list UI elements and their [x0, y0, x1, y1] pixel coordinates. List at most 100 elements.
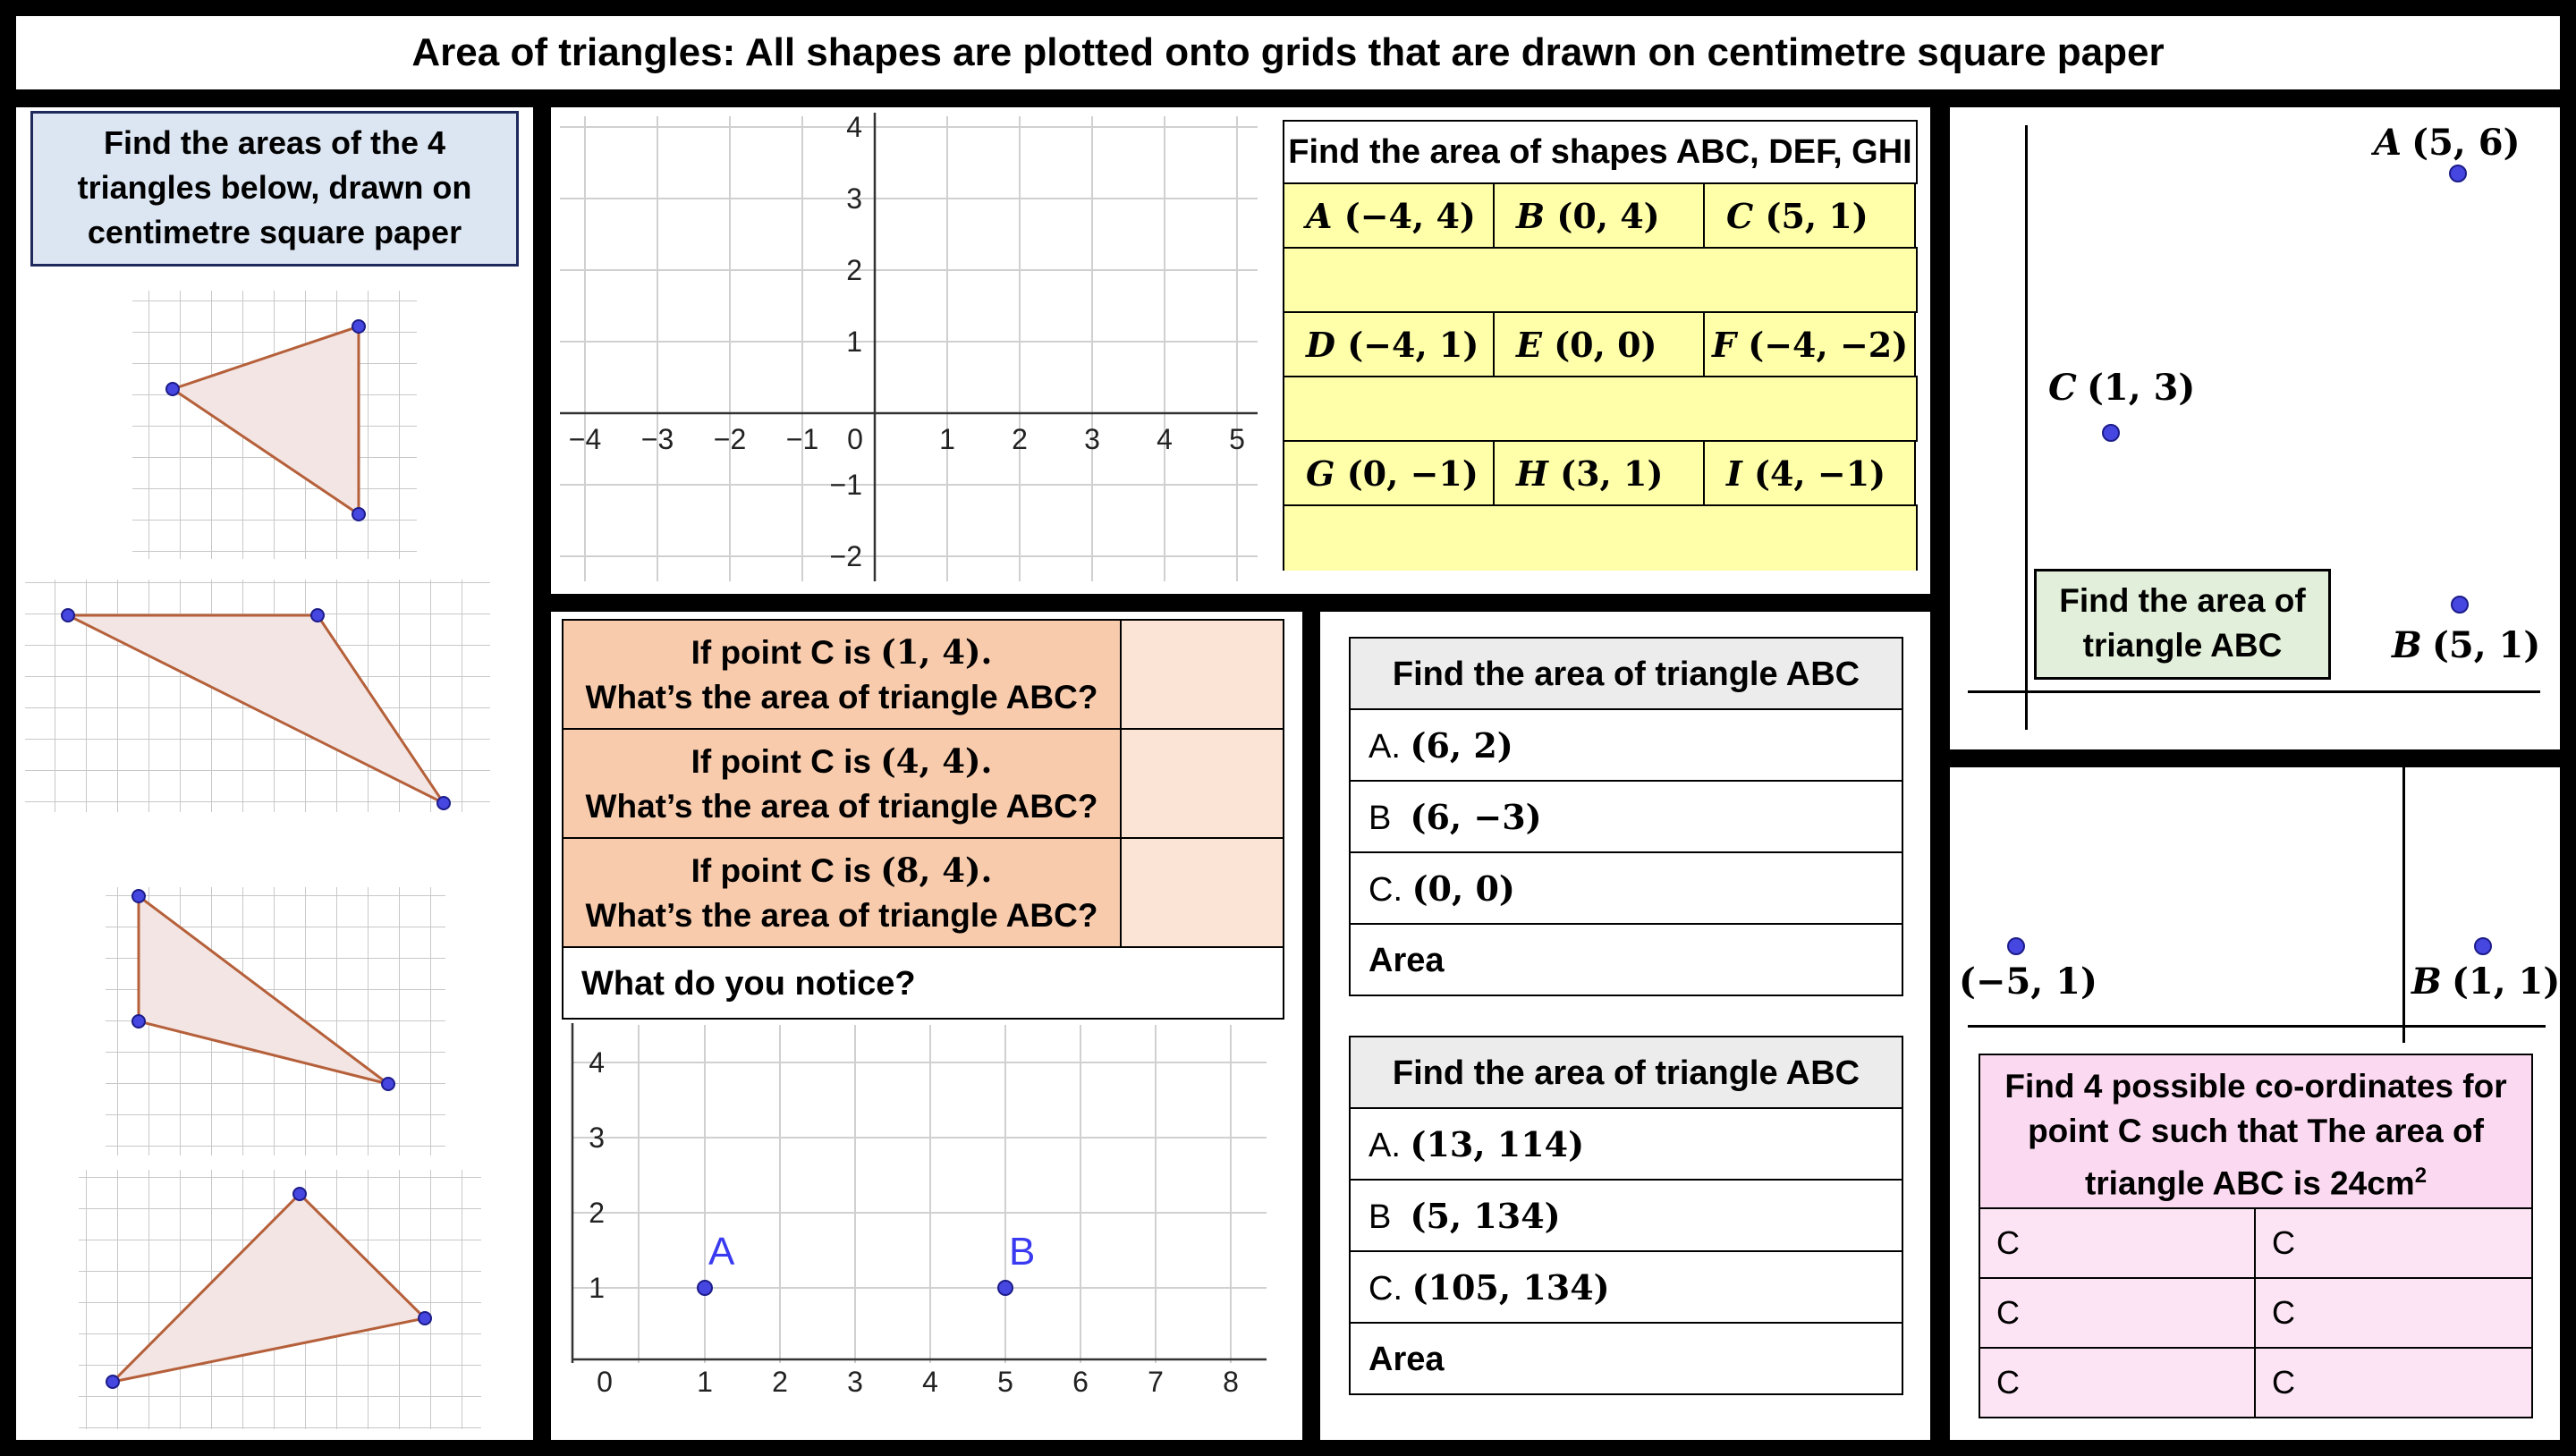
point-b-coord: (5, 1) — [2431, 624, 2541, 666]
question-row: If point C is (8, 4). What’s the area of … — [562, 837, 1284, 948]
point-b-dot — [2474, 937, 2492, 955]
coordinate-point-name: I — [1726, 453, 1755, 494]
question-answer-cell[interactable] — [1120, 728, 1284, 839]
point-c-answer-cell[interactable]: C — [2254, 1207, 2533, 1279]
point-c-questions: If point C is (1, 4). What’s the area of … — [562, 619, 1284, 1020]
point-c-answer-cell[interactable]: C — [2254, 1277, 2533, 1349]
coordinate-point-name: A — [1306, 196, 1344, 236]
mc-area-row[interactable]: Area — [1349, 923, 1903, 996]
point-c-answer-cell[interactable]: C — [1979, 1347, 2256, 1418]
triangle-3 — [106, 887, 445, 1155]
coordinate-answer-row[interactable] — [1283, 247, 1918, 313]
page-title: Area of triangles: All shapes are plotte… — [411, 30, 2165, 74]
point-c-answer-cell[interactable]: C — [2254, 1347, 2533, 1418]
coordinate-point-value: (3, 1) — [1560, 453, 1664, 494]
left-panel-heading: Find the areas of the 4 triangles below,… — [30, 111, 519, 267]
point-b-dot — [2451, 596, 2469, 614]
coordinate-cell: A (−4, 4) — [1283, 182, 1495, 249]
coordinate-point-value: (0, 0) — [1554, 325, 1657, 365]
triangle-4 — [79, 1170, 481, 1429]
mc-option[interactable]: C. (105, 134) — [1349, 1250, 1903, 1324]
question-answer-cell[interactable] — [1120, 837, 1284, 948]
mc-option-label: C. — [1368, 871, 1412, 909]
x-tick-label: 4 — [922, 1366, 938, 1398]
x-tick-label: −3 — [641, 423, 674, 455]
coordinate-point-value: (0, 4) — [1556, 196, 1660, 236]
title-bar: Area of triangles: All shapes are plotte… — [16, 16, 2560, 89]
mc-option[interactable]: C. (0, 0) — [1349, 851, 1903, 925]
x-tick-label: 5 — [997, 1366, 1013, 1398]
coordinate-point-name: D — [1306, 325, 1348, 365]
point-c-coord: (1, 3) — [2086, 367, 2196, 409]
point-a-coord: (5, 6) — [2411, 122, 2521, 164]
multiple-choice-panel: Find the area of triangle ABC A. (6, 2) B … — [1320, 612, 1930, 1440]
point-a-dot — [697, 1280, 713, 1296]
y-tick-label: 1 — [846, 326, 862, 358]
point-c-name: C — [2048, 367, 2077, 409]
point-c-task-text: Find 4 possible co-ordinates for point C… — [2004, 1068, 2507, 1202]
coordinate-point-value: (0, −1) — [1346, 453, 1479, 494]
mc-option-coordinate: (6, −3) — [1410, 797, 1542, 837]
mc-option-coordinate: (105, 134) — [1411, 1267, 1610, 1308]
question-line-1: If point C is (4, 4). — [564, 739, 1120, 784]
point-a-dot — [2449, 165, 2467, 182]
coordinate-answer-row[interactable] — [1283, 504, 1918, 571]
coordinate-cell: E (0, 0) — [1493, 311, 1705, 377]
x-tick-label: 6 — [1072, 1366, 1089, 1398]
x-tick-label: 3 — [847, 1366, 863, 1398]
x-tick-label: 2 — [1012, 423, 1028, 455]
coordinate-point-name: C — [1726, 196, 1766, 236]
x-tick-label: 7 — [1148, 1366, 1164, 1398]
question-text: If point C is (1, 4). What’s the area of … — [562, 619, 1122, 730]
mc-option-label: A. — [1368, 728, 1411, 766]
coordinate-rows: A (−4, 4) B (0, 4) C (5, 1) D (−4, 1) E (0, … — [1283, 182, 1918, 571]
point-c-task: Find 4 possible co-ordinates for point C… — [1979, 1054, 2533, 1418]
point-b-name: B — [2392, 624, 2422, 666]
question-line-2: What’s the area of triangle ABC? — [585, 788, 1098, 825]
x-tick-label: 3 — [1084, 423, 1100, 455]
mc-option-label: B — [1368, 1198, 1411, 1236]
coordinate-table-heading: Find the area of shapes ABC, DEF, GHI — [1283, 120, 1918, 184]
mc-table-2: Find the area of triangle ABC A. (13, 114… — [1349, 1036, 1903, 1395]
mc-heading: Find the area of triangle ABC — [1349, 1036, 1903, 1109]
mc-option-coordinate: (0, 0) — [1411, 868, 1515, 909]
point-c-answer-cell[interactable]: C — [1979, 1277, 2256, 1349]
y-tick-label: 1 — [589, 1272, 605, 1304]
left-panel: Find the areas of the 4 triangles below,… — [16, 107, 533, 1440]
question-line-2: What’s the area of triangle ABC? — [585, 679, 1098, 715]
x-tick-label: 0 — [847, 423, 863, 455]
coordinate-point-value: (−4, −2) — [1748, 325, 1909, 365]
question-coordinate: (4, 4). — [880, 741, 993, 781]
mc-area-row[interactable]: Area — [1349, 1322, 1903, 1395]
mc-option[interactable]: A. (13, 114) — [1349, 1107, 1903, 1181]
question-coordinate: (1, 4). — [880, 632, 993, 672]
point-c-answer-cell[interactable]: C — [1979, 1207, 2256, 1279]
coordinate-point-name: E — [1516, 325, 1555, 365]
y-tick-label: −2 — [830, 540, 862, 572]
y-tick-label: −1 — [830, 469, 862, 501]
coordinate-cell: I (4, −1) — [1703, 440, 1916, 506]
point-a-dot — [2007, 937, 2025, 955]
x-tick-label: −2 — [714, 423, 746, 455]
coordinate-point-value: (−4, 4) — [1343, 196, 1476, 236]
point-c-dot — [2102, 424, 2120, 442]
point-b-label: B — [1009, 1230, 1035, 1274]
point-c-task-heading: Find 4 possible co-ordinates for point C… — [1979, 1054, 2533, 1209]
mc-option[interactable]: A. (6, 2) — [1349, 708, 1903, 782]
triangle-1 — [132, 291, 417, 559]
coordinate-cell: B (0, 4) — [1493, 182, 1705, 249]
question-coordinate: (8, 4). — [880, 851, 993, 890]
coordinate-grid: −4 −3 −2 −1 0 1 2 3 4 5 4 3 2 1 −1 −2 — [560, 111, 1258, 581]
triangle-figures — [25, 291, 490, 1429]
mc-option[interactable]: B (6, −3) — [1349, 780, 1903, 853]
mc-option[interactable]: B (5, 134) — [1349, 1179, 1903, 1252]
coordinate-cell: H (3, 1) — [1493, 440, 1705, 506]
point-b-dot — [997, 1280, 1013, 1296]
point-c-panel: If point C is (1, 4). What’s the area of … — [551, 612, 1302, 1440]
x-tick-label: 4 — [1157, 423, 1173, 455]
x-axis-line — [1968, 690, 2540, 693]
triangle-abc-prompt: Find the area of triangle ABC — [2034, 569, 2331, 680]
x-tick-label: 1 — [697, 1366, 713, 1398]
coordinate-answer-row[interactable] — [1283, 376, 1918, 442]
